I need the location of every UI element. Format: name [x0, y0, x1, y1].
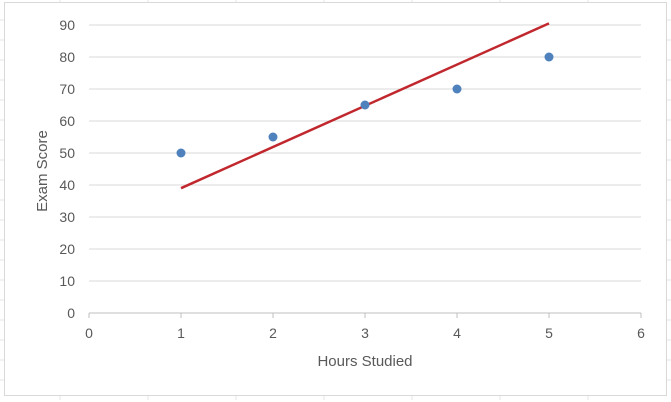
y-tick-label: 70	[59, 81, 75, 97]
y-tick-label: 80	[59, 49, 75, 65]
y-tick-label: 90	[59, 17, 75, 33]
y-tick-label: 0	[67, 305, 75, 321]
data-point[interactable]	[544, 52, 554, 62]
chart-area[interactable]: 0 10 20 30 40 50 60 70 80 90 0 1 2 3 4 5 6 Hours Studie…	[4, 2, 667, 396]
y-axis-title: Exam Score	[34, 130, 51, 212]
x-tick-label: 4	[453, 325, 461, 341]
data-point[interactable]	[268, 132, 278, 142]
x-axis-title: Hours Studied	[317, 353, 412, 370]
x-tick-label: 2	[269, 325, 277, 341]
x-axis-tick-labels: 0 1 2 3 4 5 6	[85, 325, 645, 341]
y-tick-label: 20	[59, 241, 75, 257]
x-tick-label: 3	[361, 325, 369, 341]
y-tick-label: 60	[59, 113, 75, 129]
data-point[interactable]	[176, 148, 186, 158]
y-axis-tick-labels: 0 10 20 30 40 50 60 70 80 90	[59, 17, 75, 321]
data-point[interactable]	[360, 100, 370, 110]
y-tick-label: 40	[59, 177, 75, 193]
y-tick-label: 10	[59, 273, 75, 289]
x-tick-label: 1	[177, 325, 185, 341]
x-tick-label: 6	[637, 325, 645, 341]
x-tick-label: 5	[545, 325, 553, 341]
y-tick-label: 50	[59, 145, 75, 161]
data-points	[176, 52, 554, 158]
y-tick-label: 30	[59, 209, 75, 225]
scatter-chart: 0 10 20 30 40 50 60 70 80 90 0 1 2 3 4 5 6 Hours Studie…	[34, 17, 645, 370]
horizontal-gridlines	[89, 24, 641, 314]
chart-axes	[88, 312, 642, 318]
x-tick-label: 0	[85, 325, 93, 341]
data-point[interactable]	[452, 84, 462, 94]
